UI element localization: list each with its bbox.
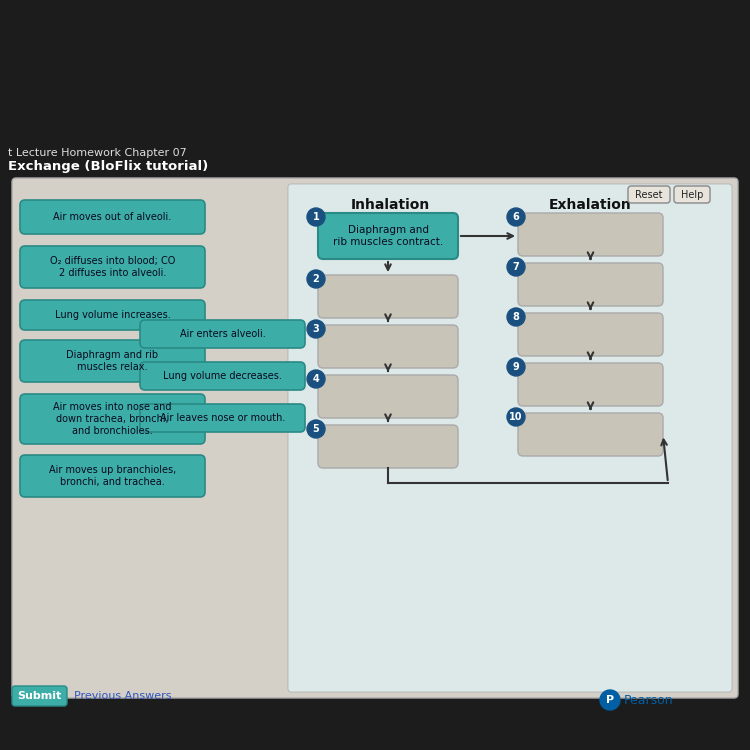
FancyBboxPatch shape (20, 300, 205, 330)
Text: P: P (606, 695, 614, 705)
Text: 7: 7 (513, 262, 519, 272)
Text: 10: 10 (509, 412, 523, 422)
FancyBboxPatch shape (12, 686, 67, 706)
Circle shape (307, 370, 325, 388)
Text: Exchange (BloFlix tutorial): Exchange (BloFlix tutorial) (8, 160, 208, 173)
Text: Lung volume decreases.: Lung volume decreases. (163, 371, 282, 381)
Text: 6: 6 (513, 212, 519, 222)
Text: Reset: Reset (635, 190, 663, 200)
FancyBboxPatch shape (518, 213, 663, 256)
FancyBboxPatch shape (288, 184, 732, 692)
FancyBboxPatch shape (20, 340, 205, 382)
Circle shape (507, 208, 525, 226)
Circle shape (307, 208, 325, 226)
Text: 9: 9 (513, 362, 519, 372)
Text: O₂ diffuses into blood; CO
2 diffuses into alveoli.: O₂ diffuses into blood; CO 2 diffuses in… (50, 256, 176, 278)
Circle shape (507, 358, 525, 376)
FancyBboxPatch shape (20, 455, 205, 497)
Text: Inhalation: Inhalation (350, 198, 430, 212)
Circle shape (600, 690, 620, 710)
Text: 5: 5 (313, 424, 320, 434)
FancyBboxPatch shape (140, 362, 305, 390)
FancyBboxPatch shape (518, 363, 663, 406)
Text: Submit: Submit (16, 691, 62, 701)
Text: Diaphragm and rib
muscles relax.: Diaphragm and rib muscles relax. (67, 350, 158, 372)
Text: 4: 4 (313, 374, 320, 384)
FancyBboxPatch shape (20, 200, 205, 234)
FancyBboxPatch shape (518, 313, 663, 356)
Text: 1: 1 (313, 212, 320, 222)
FancyBboxPatch shape (518, 263, 663, 306)
FancyBboxPatch shape (12, 178, 738, 698)
FancyBboxPatch shape (140, 404, 305, 432)
FancyBboxPatch shape (518, 413, 663, 456)
Text: 3: 3 (313, 324, 320, 334)
Text: Air moves into nose and
down trachea, bronchi,
and bronchioles.: Air moves into nose and down trachea, br… (53, 403, 172, 436)
Text: Air leaves nose or mouth.: Air leaves nose or mouth. (160, 413, 285, 423)
FancyBboxPatch shape (674, 186, 710, 203)
FancyBboxPatch shape (140, 320, 305, 348)
Circle shape (307, 320, 325, 338)
Text: 8: 8 (512, 312, 520, 322)
FancyBboxPatch shape (318, 325, 458, 368)
Text: Help: Help (681, 190, 703, 200)
Circle shape (307, 420, 325, 438)
FancyBboxPatch shape (20, 246, 205, 288)
Text: Air enters alveoli.: Air enters alveoli. (180, 329, 266, 339)
Circle shape (507, 308, 525, 326)
FancyBboxPatch shape (20, 394, 205, 444)
FancyBboxPatch shape (318, 275, 458, 318)
FancyBboxPatch shape (318, 425, 458, 468)
Text: t Lecture Homework Chapter 07: t Lecture Homework Chapter 07 (8, 148, 187, 158)
Text: 2: 2 (313, 274, 320, 284)
FancyBboxPatch shape (628, 186, 670, 203)
Circle shape (307, 270, 325, 288)
Text: Air moves out of alveoli.: Air moves out of alveoli. (53, 212, 172, 222)
Circle shape (507, 258, 525, 276)
Text: Diaphragm and
rib muscles contract.: Diaphragm and rib muscles contract. (333, 225, 443, 247)
Circle shape (507, 408, 525, 426)
Text: Lung volume increases.: Lung volume increases. (55, 310, 170, 320)
Text: Exhalation: Exhalation (548, 198, 632, 212)
FancyBboxPatch shape (318, 213, 458, 259)
Text: Air moves up branchioles,
bronchi, and trachea.: Air moves up branchioles, bronchi, and t… (49, 465, 176, 487)
Text: Pearson: Pearson (624, 694, 674, 706)
Text: Previous Answers: Previous Answers (74, 691, 172, 701)
FancyBboxPatch shape (318, 375, 458, 418)
